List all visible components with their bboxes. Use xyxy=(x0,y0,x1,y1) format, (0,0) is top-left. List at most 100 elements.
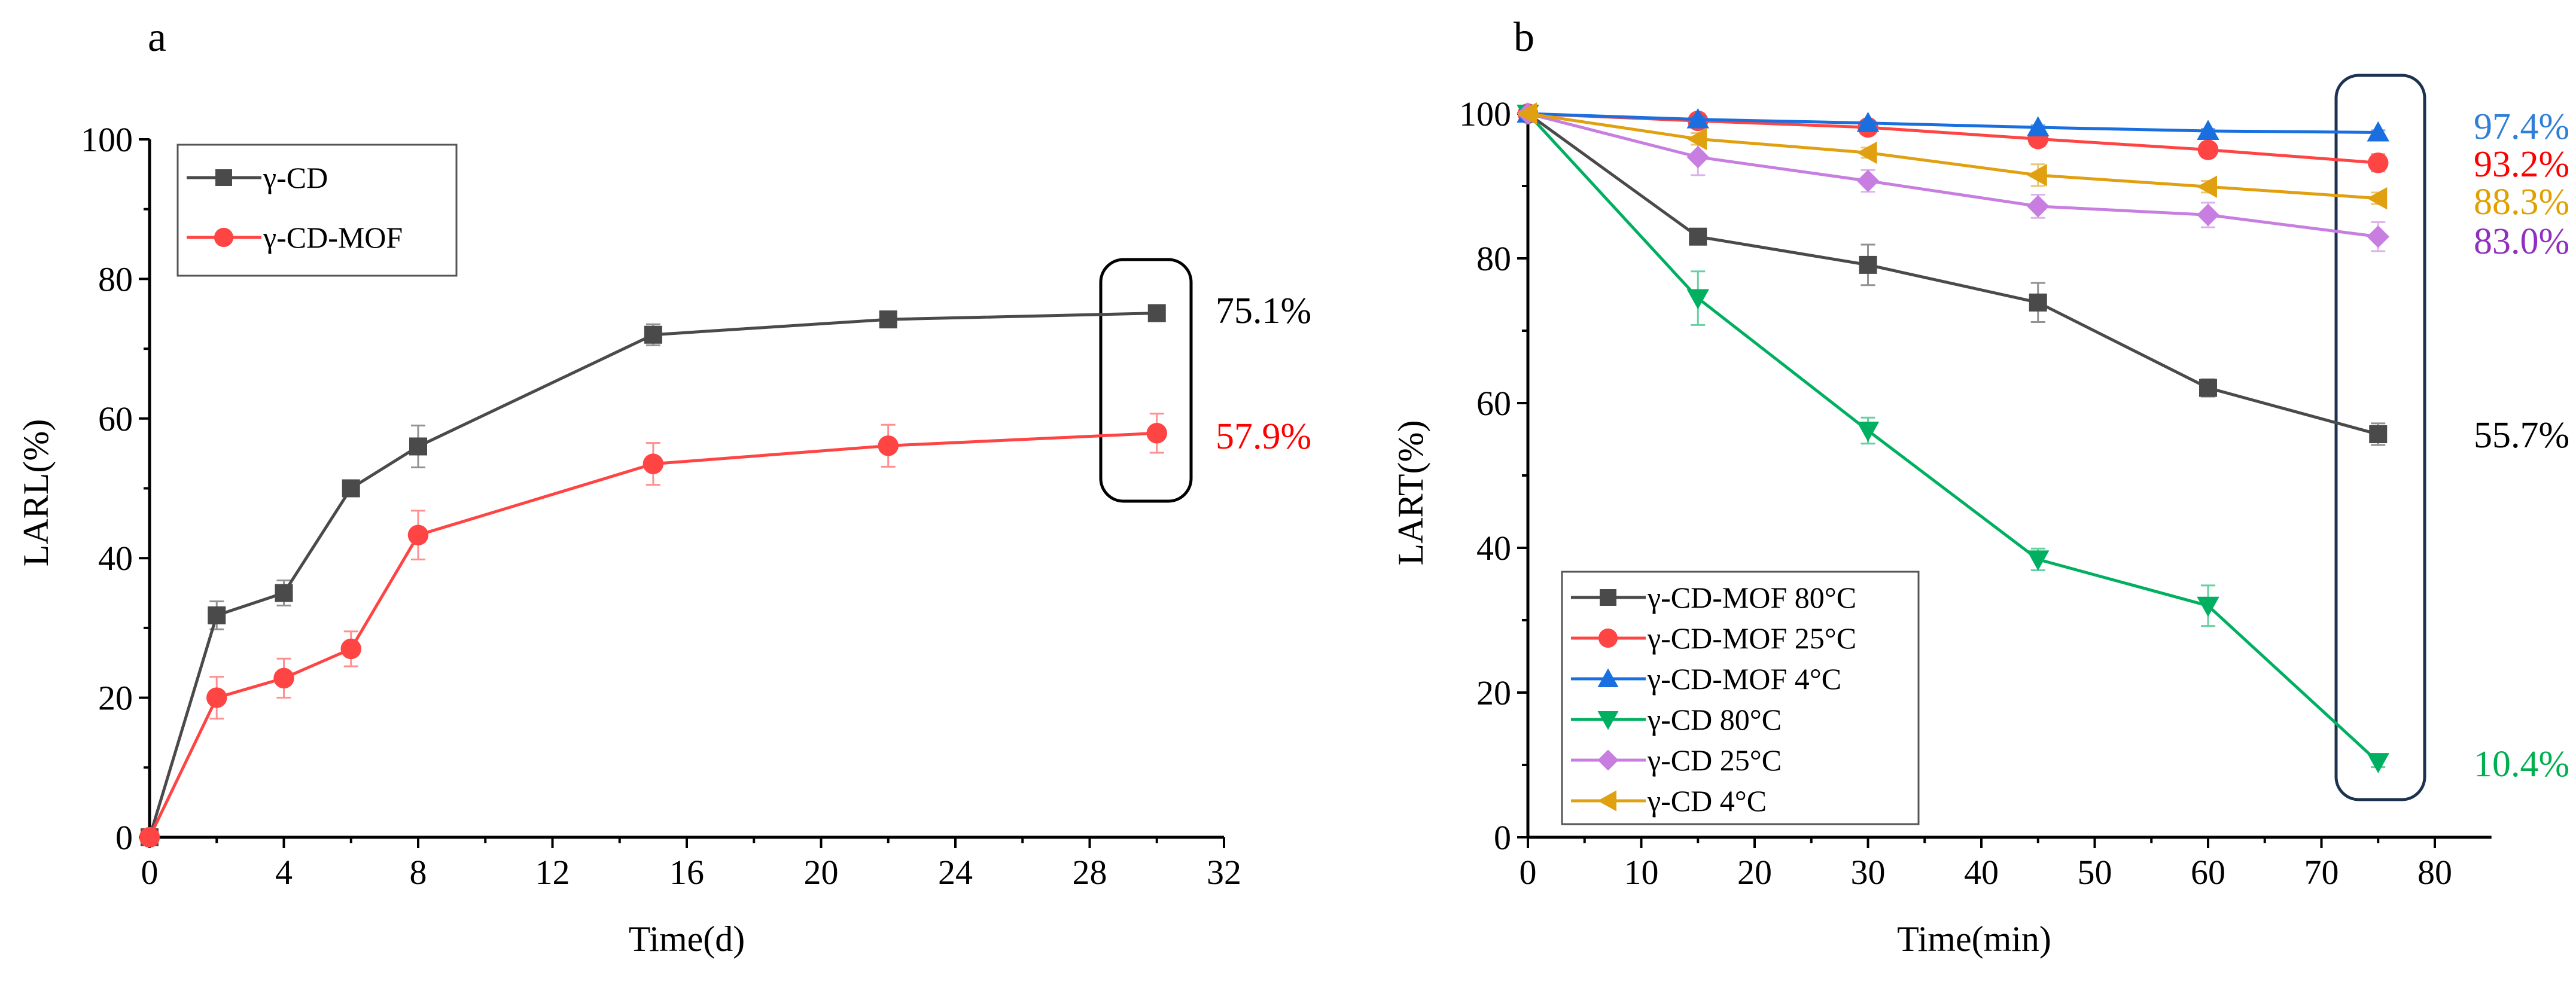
x-tick-label: 8 xyxy=(410,853,427,892)
y-axis-label: LART(%) xyxy=(1391,420,1430,566)
legend: γ-CD γ-CD-MOF xyxy=(176,144,458,277)
series-line xyxy=(1527,112,2379,164)
value-annotation: 55.7% xyxy=(2474,415,2569,456)
y-tick-label: 20 xyxy=(98,679,133,718)
legend-label: γ-CD 4°C xyxy=(1647,784,1767,818)
value-annotation: 10.4% xyxy=(2474,744,2569,785)
y-tick-label: 40 xyxy=(98,539,133,578)
data-point xyxy=(275,584,293,602)
chart-a: a 0 4 8 12 16 20 24 28 32 0 20 40 60 80 100 Time(d) LARL(… xyxy=(16,14,1311,959)
value-annotation: 97.4% xyxy=(2474,106,2569,147)
series-5 xyxy=(1517,102,2388,210)
data-point xyxy=(2197,120,2219,141)
legend-marker xyxy=(214,227,234,248)
legend-marker xyxy=(1597,749,1619,771)
panel-label: b xyxy=(1514,14,1534,60)
data-point xyxy=(1517,102,1537,125)
legend-box xyxy=(1561,571,1920,825)
data-point xyxy=(1686,108,1709,129)
series-line xyxy=(148,312,1157,838)
y-axis-label: LARL(%) xyxy=(16,419,56,567)
data-point xyxy=(2367,753,2389,773)
series-3 xyxy=(1517,105,2389,773)
data-point xyxy=(1686,127,1707,151)
x-tick-label: 80 xyxy=(2417,853,2452,892)
y-tick-label: 20 xyxy=(1476,673,1511,712)
value-annotation: 88.3% xyxy=(2474,182,2569,222)
legend-label: γ-CD-MOF 25°C xyxy=(1647,621,1856,655)
series-line xyxy=(1527,112,2379,134)
data-point xyxy=(2029,293,2047,312)
data-point xyxy=(208,606,226,624)
data-point xyxy=(2367,187,2388,210)
series-line xyxy=(1527,112,2379,436)
legend-label: γ-CD-MOF 4°C xyxy=(1647,662,1841,696)
value-annotation: 75.1% xyxy=(1216,291,1311,331)
data-point xyxy=(2197,203,2219,227)
x-tick-label: 20 xyxy=(804,853,839,892)
data-point xyxy=(2197,139,2219,160)
data-point xyxy=(1856,169,1880,193)
legend-marker xyxy=(1600,589,1616,606)
value-annotation: 83.0% xyxy=(2474,221,2569,262)
data-point xyxy=(2197,596,2219,617)
data-point xyxy=(342,479,360,498)
chart-b: b 0 10 20 30 40 50 60 70 80 0 20 40 60 80 100 Time(min) L… xyxy=(1391,14,2569,959)
x-tick-label: 20 xyxy=(1737,853,1772,892)
data-point xyxy=(1856,111,1880,132)
x-tick-label: 16 xyxy=(669,853,704,892)
data-point xyxy=(879,310,897,329)
series-4 xyxy=(1517,102,2389,252)
data-point xyxy=(1856,141,1877,164)
x-tick-label: 0 xyxy=(1520,853,1537,892)
data-point xyxy=(1859,255,1877,274)
series-line xyxy=(1527,112,2379,764)
x-tick-label: 50 xyxy=(2078,853,2112,892)
data-point xyxy=(2367,225,2389,248)
x-tick-label: 32 xyxy=(1207,853,1241,892)
y-tick-label: 80 xyxy=(1476,239,1511,278)
series-1 xyxy=(139,413,1167,848)
panel-label: a xyxy=(148,14,166,60)
y-tick-label: 40 xyxy=(1476,529,1511,568)
data-point xyxy=(1147,304,1166,322)
y-tick-label: 60 xyxy=(98,400,133,438)
data-point xyxy=(407,525,429,545)
y-tick-label: 60 xyxy=(1476,384,1511,423)
data-point xyxy=(2197,175,2217,198)
highlight-box xyxy=(2334,74,2426,801)
data-point xyxy=(206,687,227,708)
data-point xyxy=(1689,227,1707,246)
x-tick-label: 10 xyxy=(1624,853,1659,892)
legend-marker xyxy=(1597,790,1616,812)
highlight-box xyxy=(1099,258,1193,503)
value-annotation: 57.9% xyxy=(1216,416,1311,457)
data-point xyxy=(340,638,361,660)
data-point xyxy=(643,453,664,474)
x-axis-label: Time(d) xyxy=(629,919,745,959)
data-point xyxy=(644,325,662,344)
data-point xyxy=(2199,379,2217,397)
x-tick-label: 30 xyxy=(1851,853,1886,892)
series-2 xyxy=(1517,102,2389,142)
data-point xyxy=(273,667,294,689)
data-point xyxy=(2368,153,2389,173)
data-point xyxy=(2027,116,2050,136)
x-axis-label: Time(min) xyxy=(1897,919,2051,959)
legend-marker xyxy=(1597,711,1619,730)
series-0 xyxy=(1519,105,2388,446)
data-point xyxy=(878,435,899,456)
legend-marker xyxy=(215,169,232,186)
series-line xyxy=(148,431,1157,838)
legend-label: γ-CD-MOF xyxy=(263,221,403,254)
data-point xyxy=(1686,289,1709,310)
y-tick-label: 80 xyxy=(98,260,133,298)
data-point xyxy=(1686,145,1709,169)
legend-label: γ-CD-MOF 80°C xyxy=(1647,581,1856,614)
legend-label: γ-CD xyxy=(263,161,328,194)
x-tick-label: 60 xyxy=(2191,853,2225,892)
data-point xyxy=(139,827,160,848)
y-tick-label: 100 xyxy=(81,120,133,159)
legend-box xyxy=(176,144,458,277)
